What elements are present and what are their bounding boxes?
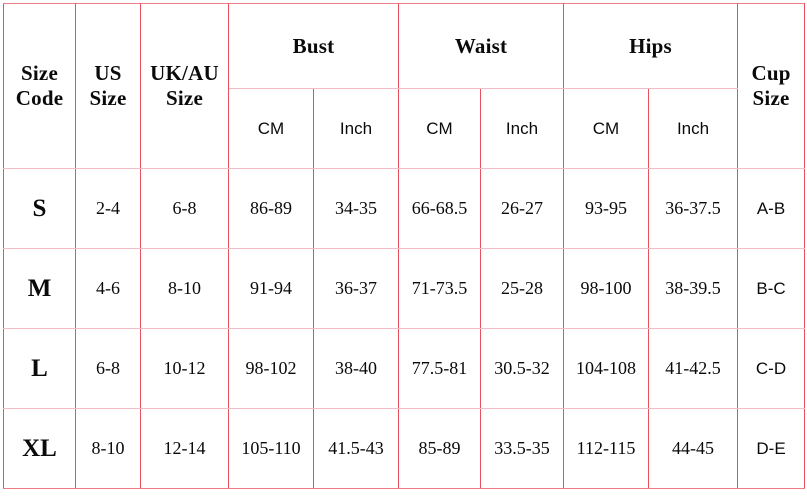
header-uk-au-size: UK/AU Size [140,3,229,169]
cell-waist-inch: 30.5-32 [480,328,564,409]
cell-bust-cm: 105-110 [228,408,314,489]
cell-us-size: 4-6 [75,248,141,329]
cell-uk-au-size: 8-10 [140,248,229,329]
cell-hips-inch: 38-39.5 [647,248,739,329]
cell-size-code: L [3,328,76,409]
header-cup-size: Cup Size [737,3,806,169]
header-waist-cm: CM [398,88,481,169]
cell-bust-cm: 98-102 [228,328,314,409]
header-hips: Hips [562,3,739,89]
header-bust-inch: Inch [313,88,399,169]
cell-hips-inch: 41-42.5 [647,328,739,409]
header-waist-inch: Inch [480,88,564,169]
header-hips-inch: Inch [647,88,739,169]
cell-hips-cm: 93-95 [563,168,649,249]
cell-waist-cm: 85-89 [398,408,481,489]
cell-hips-cm: 112-115 [563,408,649,489]
cell-waist-inch: 33.5-35 [480,408,564,489]
cell-hips-cm: 98-100 [563,248,649,329]
size-chart-container: Size Code US Size UK/AU Size Bust Waist … [3,3,806,489]
cell-uk-au-size: 12-14 [140,408,229,489]
cell-size-code: S [3,168,76,249]
cell-waist-inch: 26-27 [480,168,564,249]
cell-bust-inch: 41.5-43 [313,408,399,489]
cell-us-size: 2-4 [75,168,141,249]
cell-hips-cm: 104-108 [563,328,649,409]
header-waist: Waist [398,3,564,89]
cell-waist-cm: 77.5-81 [398,328,481,409]
header-row-main: Size Code US Size UK/AU Size Bust Waist … [3,3,806,169]
header-bust: Bust [228,3,399,89]
cell-us-size: 8-10 [75,408,141,489]
table-row: L 6-8 10-12 98-102 38-40 77.5-81 30.5-32… [3,328,806,409]
cell-uk-au-size: 10-12 [140,328,229,409]
header-hips-cm: CM [563,88,649,169]
cell-cup-size: C-D [737,328,806,409]
cell-cup-size: D-E [737,408,806,489]
cell-cup-size: B-C [737,248,806,329]
header-bust-cm: CM [228,88,314,169]
cell-us-size: 6-8 [75,328,141,409]
cell-waist-cm: 66-68.5 [398,168,481,249]
size-chart-table: Size Code US Size UK/AU Size Bust Waist … [3,3,806,489]
cell-uk-au-size: 6-8 [140,168,229,249]
cell-waist-inch: 25-28 [480,248,564,329]
cell-size-code: XL [3,408,76,489]
cell-cup-size: A-B [737,168,806,249]
cell-bust-inch: 36-37 [313,248,399,329]
cell-bust-cm: 91-94 [228,248,314,329]
cell-size-code: M [3,248,76,329]
table-row: S 2-4 6-8 86-89 34-35 66-68.5 26-27 93-9… [3,168,806,249]
cell-bust-inch: 38-40 [313,328,399,409]
table-row: XL 8-10 12-14 105-110 41.5-43 85-89 33.5… [3,408,806,489]
table-row: M 4-6 8-10 91-94 36-37 71-73.5 25-28 98-… [3,248,806,329]
header-us-size: US Size [75,3,141,169]
cell-hips-inch: 44-45 [647,408,739,489]
cell-hips-inch: 36-37.5 [647,168,739,249]
cell-bust-inch: 34-35 [313,168,399,249]
header-size-code: Size Code [3,3,76,169]
cell-waist-cm: 71-73.5 [398,248,481,329]
cell-bust-cm: 86-89 [228,168,314,249]
header-row-units: CM Inch CM Inch CM Inch [4,88,805,169]
